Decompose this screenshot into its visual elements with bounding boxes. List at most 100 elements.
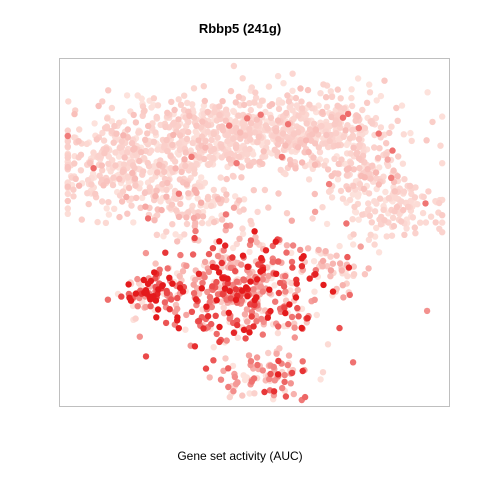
data-point xyxy=(350,144,357,151)
data-point xyxy=(152,260,159,267)
data-point xyxy=(377,124,385,131)
data-point xyxy=(161,142,168,149)
data-point xyxy=(241,277,248,284)
data-point xyxy=(162,123,169,131)
data-point xyxy=(355,191,362,198)
data-point xyxy=(144,159,151,167)
data-point xyxy=(147,169,154,176)
data-point xyxy=(287,287,294,294)
data-point xyxy=(250,286,257,293)
data-point xyxy=(246,145,253,153)
data-point xyxy=(116,175,123,183)
data-point xyxy=(265,204,272,211)
data-point xyxy=(203,303,210,310)
data-point xyxy=(300,253,307,260)
data-point xyxy=(264,139,271,146)
data-point xyxy=(309,215,316,222)
data-point xyxy=(222,211,230,218)
data-point xyxy=(230,62,238,70)
data-point xyxy=(174,314,181,321)
data-point xyxy=(289,242,297,249)
data-point xyxy=(251,99,258,106)
data-point xyxy=(329,260,337,267)
data-point xyxy=(161,168,168,176)
data-point xyxy=(183,311,190,319)
data-point xyxy=(414,201,421,208)
data-point xyxy=(153,113,160,121)
data-point xyxy=(247,358,255,365)
data-point xyxy=(99,98,106,105)
data-point xyxy=(287,380,294,387)
data-point xyxy=(223,337,230,344)
data-point xyxy=(105,160,112,167)
data-point xyxy=(233,160,240,167)
data-point xyxy=(292,94,300,102)
data-point xyxy=(192,296,200,303)
data-point xyxy=(335,170,342,177)
data-point xyxy=(142,353,150,360)
data-point xyxy=(275,136,282,143)
data-point xyxy=(279,99,286,106)
data-point xyxy=(185,118,192,126)
data-point xyxy=(144,280,152,288)
data-point xyxy=(254,138,261,146)
data-point xyxy=(204,313,212,320)
data-point xyxy=(342,127,349,134)
data-point xyxy=(320,81,327,88)
data-point xyxy=(339,114,347,121)
data-point xyxy=(99,167,106,174)
data-point xyxy=(206,299,213,306)
data-point xyxy=(239,287,246,294)
data-point xyxy=(388,232,396,239)
data-point xyxy=(365,236,373,243)
data-point xyxy=(224,280,231,287)
data-point xyxy=(373,200,380,207)
data-point xyxy=(185,190,192,197)
data-point xyxy=(299,358,306,365)
data-point xyxy=(91,120,98,127)
data-point xyxy=(417,219,424,226)
data-point xyxy=(229,172,237,180)
data-point xyxy=(302,137,310,144)
data-point xyxy=(367,175,374,182)
data-point xyxy=(116,119,123,127)
data-point xyxy=(183,181,190,188)
data-point xyxy=(349,191,357,198)
data-point xyxy=(311,190,318,198)
data-point xyxy=(153,231,161,239)
data-point xyxy=(222,355,229,362)
data-point xyxy=(190,85,198,92)
data-point xyxy=(239,225,246,232)
data-point xyxy=(408,137,415,145)
data-point xyxy=(374,154,382,162)
data-point xyxy=(247,120,255,127)
data-point xyxy=(375,130,382,137)
data-point xyxy=(427,213,435,220)
data-point xyxy=(129,169,136,177)
data-point xyxy=(222,117,229,124)
data-point xyxy=(211,218,218,226)
data-point xyxy=(169,280,176,287)
data-point xyxy=(262,108,269,116)
data-point xyxy=(381,77,388,84)
data-point xyxy=(235,197,243,204)
data-point xyxy=(108,127,115,135)
data-point xyxy=(227,150,235,157)
data-point xyxy=(216,238,223,245)
data-point xyxy=(221,285,229,292)
data-point xyxy=(238,261,245,268)
data-point xyxy=(225,365,232,372)
data-point xyxy=(184,99,191,107)
data-point xyxy=(192,227,199,235)
data-point xyxy=(120,132,127,139)
data-point xyxy=(407,129,414,137)
data-point xyxy=(116,213,123,221)
data-point xyxy=(182,162,189,169)
data-point xyxy=(134,303,141,310)
data-point xyxy=(183,262,190,269)
data-point xyxy=(328,113,335,121)
data-point xyxy=(218,264,225,271)
data-point xyxy=(163,193,170,200)
data-point xyxy=(229,362,237,370)
data-point xyxy=(280,80,287,87)
